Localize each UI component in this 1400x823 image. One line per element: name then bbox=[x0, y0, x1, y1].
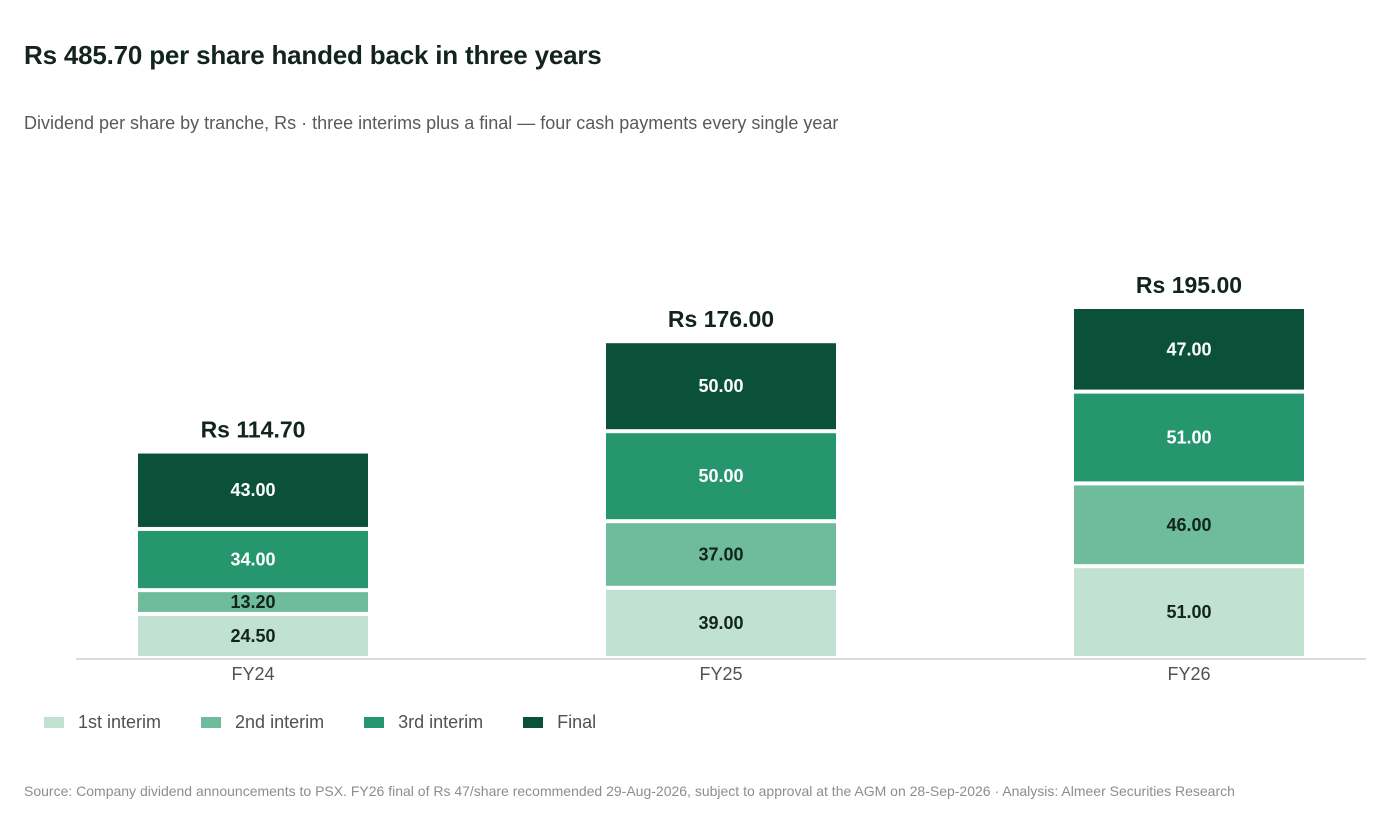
segment-value-label: 24.50 bbox=[230, 626, 275, 646]
source-note: Source: Company dividend announcements t… bbox=[24, 783, 1235, 799]
segment-value-label: 37.00 bbox=[698, 545, 743, 565]
chart-title: Rs 485.70 per share handed back in three… bbox=[24, 40, 602, 70]
legend-label: Final bbox=[557, 712, 597, 732]
legend-swatch bbox=[364, 717, 385, 728]
segment-value-label: 50.00 bbox=[698, 376, 743, 396]
bar-segment-fy24-final bbox=[138, 453, 368, 527]
bar-total-label: Rs 176.00 bbox=[668, 306, 774, 332]
legend-item: 2nd interim bbox=[201, 712, 324, 733]
bar-segment-fy24-2nd-interim bbox=[138, 592, 368, 612]
segment-value-label: 47.00 bbox=[1166, 339, 1211, 359]
segment-value-label: 50.00 bbox=[698, 466, 743, 486]
x-tick-label: FY25 bbox=[699, 664, 742, 684]
bar-segment-fy26-3rd-interim bbox=[1074, 393, 1304, 482]
bar-segment-fy26-final bbox=[1074, 309, 1304, 390]
segment-value-label: 39.00 bbox=[698, 613, 743, 633]
legend-swatch bbox=[44, 717, 64, 728]
bar-segment-fy25-2nd-interim bbox=[606, 523, 836, 586]
segment-value-label: 34.00 bbox=[230, 550, 275, 570]
bar-segment-fy25-3rd-interim bbox=[606, 433, 836, 520]
segment-value-label: 51.00 bbox=[1166, 602, 1211, 622]
legend-label: 2nd interim bbox=[235, 712, 325, 732]
legend-swatch bbox=[201, 717, 222, 728]
bar-segment-fy24-3rd-interim bbox=[138, 530, 368, 589]
segment-value-label: 13.20 bbox=[230, 592, 275, 612]
bar-segment-fy24-1st-interim bbox=[138, 615, 368, 656]
legend-item: 1st interim bbox=[44, 712, 161, 733]
chart-legend: 1st interim 2nd interim 3rd interim Final bbox=[44, 712, 636, 733]
legend-item: 3rd interim bbox=[364, 712, 483, 733]
chart-subtitle: Dividend per share by tranche, Rs · thre… bbox=[24, 113, 839, 133]
bar-total-label: Rs 195.00 bbox=[1136, 272, 1242, 298]
bar-total-label: Rs 114.70 bbox=[201, 417, 306, 443]
legend-item: Final bbox=[523, 712, 596, 733]
legend-swatch bbox=[523, 717, 544, 728]
bar-segment-fy26-1st-interim bbox=[1074, 568, 1304, 656]
segment-value-label: 46.00 bbox=[1166, 515, 1211, 535]
x-tick-label: FY26 bbox=[1167, 664, 1210, 684]
x-tick-label: FY24 bbox=[231, 664, 274, 684]
bar-segment-fy26-2nd-interim bbox=[1074, 485, 1304, 565]
legend-label: 3rd interim bbox=[398, 712, 484, 732]
bar-segment-fy25-final bbox=[606, 343, 836, 430]
segment-value-label: 43.00 bbox=[230, 480, 275, 500]
bar-segment-fy25-1st-interim bbox=[606, 589, 836, 656]
segment-value-label: 51.00 bbox=[1166, 428, 1211, 448]
legend-label: 1st interim bbox=[78, 712, 162, 732]
